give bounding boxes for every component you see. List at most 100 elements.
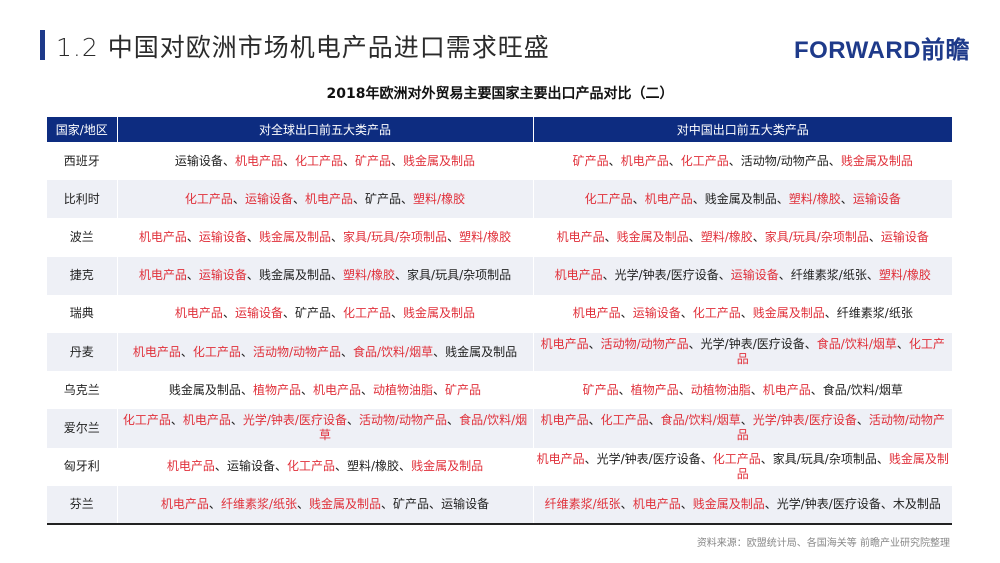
separator: 、 xyxy=(804,337,817,352)
country-cell: 比利时 xyxy=(47,180,118,219)
separator: 、 xyxy=(246,268,259,283)
china-products-cell: 矿产品、机电产品、化工产品、活动物/动物产品、贱金属及制品 xyxy=(533,142,952,180)
product-item: 贱金属及制品 xyxy=(168,382,241,397)
product-item: 机电产品 xyxy=(174,306,223,321)
separator: 、 xyxy=(602,268,615,283)
product-item: 纤维素浆/纸张 xyxy=(544,496,621,511)
separator: 、 xyxy=(588,413,601,428)
separator: 、 xyxy=(632,191,645,206)
separator: 、 xyxy=(240,344,253,359)
separator: 、 xyxy=(688,229,701,244)
separator: 、 xyxy=(222,306,235,321)
country-cell: 捷克 xyxy=(47,256,118,295)
product-item: 家具/玩具/杂项制品 xyxy=(772,451,877,466)
separator: 、 xyxy=(700,451,713,466)
separator: 、 xyxy=(330,268,343,283)
global-products-cell: 贱金属及制品、植物产品、机电产品、动植物油脂、矿产品 xyxy=(117,371,534,410)
table-row: 乌克兰 贱金属及制品、植物产品、机电产品、动植物油脂、矿产品 矿产品、植物产品、动植… xyxy=(47,371,952,410)
product-item: 化工产品 xyxy=(122,413,171,428)
separator: 、 xyxy=(230,413,243,428)
product-item: 机电产品 xyxy=(556,229,605,244)
country-cell: 芬兰 xyxy=(47,485,118,525)
product-item: 机电产品 xyxy=(304,191,353,206)
product-item: 机电产品 xyxy=(632,496,681,511)
product-item: 运输设备 xyxy=(198,268,247,283)
product-item: 塑料/橡胶 xyxy=(342,268,396,283)
product-item: 矿产品 xyxy=(365,191,402,206)
product-item: 贱金属及制品 xyxy=(692,496,765,511)
product-item: 化工产品 xyxy=(192,344,241,359)
product-item: 化工产品 xyxy=(680,153,729,168)
separator: 、 xyxy=(778,268,791,283)
china-products-cell: 纤维素浆/纸张、机电产品、贱金属及制品、光学/钟表/医疗设备、木及制品 xyxy=(533,485,952,525)
separator: 、 xyxy=(880,496,893,511)
china-products-cell: 机电产品、光学/钟表/医疗设备、运输设备、纤维素浆/纸张、塑料/橡胶 xyxy=(533,256,952,295)
separator: 、 xyxy=(810,382,823,397)
product-item: 机电产品 xyxy=(644,191,693,206)
product-item: 矿产品 xyxy=(294,306,331,321)
product-item: 化工产品 xyxy=(294,153,343,168)
separator: 、 xyxy=(868,229,881,244)
separator: 、 xyxy=(343,153,356,168)
table-row: 比利时 化工产品、运输设备、机电产品、矿产品、塑料/橡胶 化工产品、机电产品、贱金属… xyxy=(47,180,952,219)
product-item: 纤维素浆/纸张 xyxy=(836,306,913,321)
product-item: 运输设备 xyxy=(198,229,247,244)
product-item: 动植物油脂 xyxy=(373,382,434,397)
table-title: 2018年欧洲对外贸易主要国家主要出口产品对比（二） xyxy=(326,86,674,102)
product-item: 植物产品 xyxy=(630,382,679,397)
product-item: 化工产品 xyxy=(286,459,335,474)
separator: 、 xyxy=(330,229,343,244)
separator: 、 xyxy=(776,191,789,206)
product-item: 运输设备 xyxy=(730,268,779,283)
product-item: 家具/玩具/杂项制品 xyxy=(342,229,448,244)
product-item: 运输设备 xyxy=(234,306,283,321)
source-note: 资料来源：欧盟统计局、各国海关等 前瞻产业研究院整理 xyxy=(696,538,950,549)
table-row: 瑞典 机电产品、运输设备、矿产品、化工产品、贱金属及制品 机电产品、运输设备、化工产… xyxy=(47,294,952,333)
product-item: 贱金属及制品 xyxy=(403,306,476,321)
china-products-cell: 机电产品、贱金属及制品、塑料/橡胶、家具/玩具/杂项制品、运输设备 xyxy=(533,218,952,256)
column-header-global: 对全球出口前五大类产品 xyxy=(117,117,534,142)
separator: 、 xyxy=(828,153,841,168)
product-item: 食品/饮料/烟草 xyxy=(822,382,903,397)
separator: 、 xyxy=(340,344,353,359)
product-item: 机电产品 xyxy=(166,459,215,474)
separator: 、 xyxy=(740,413,753,428)
separator: 、 xyxy=(668,153,681,168)
product-item: 食品/饮料/烟草 xyxy=(318,413,528,443)
separator: 、 xyxy=(214,459,227,474)
product-item: 运输设备 xyxy=(174,153,223,168)
separator: 、 xyxy=(232,191,245,206)
country-cell: 乌克兰 xyxy=(47,371,118,410)
product-item: 贱金属及制品 xyxy=(736,451,949,481)
product-item: 运输设备 xyxy=(880,229,929,244)
country-cell: 匈牙利 xyxy=(47,447,118,486)
product-item: 贱金属及制品 xyxy=(752,306,825,321)
country-cell: 波兰 xyxy=(47,218,118,257)
product-item: 塑料/橡胶 xyxy=(413,191,466,206)
product-item: 机电产品 xyxy=(620,153,669,168)
column-header-country: 国家/地区 xyxy=(47,117,118,142)
separator: 、 xyxy=(429,496,442,511)
china-products-cell: 矿产品、植物产品、动植物油脂、机电产品、食品/饮料/烟草 xyxy=(533,371,952,409)
product-item: 动植物油脂 xyxy=(690,382,751,397)
product-item: 贱金属及制品 xyxy=(616,229,689,244)
table-row: 丹麦 机电产品、化工产品、活动物/动物产品、食品/饮料/烟草、贱金属及制品 机电产品… xyxy=(47,332,952,372)
country-cell: 爱尔兰 xyxy=(47,409,118,448)
product-item: 光学/钟表/医疗设备 xyxy=(242,413,347,428)
product-item: 塑料/橡胶 xyxy=(878,268,931,283)
product-item: 机电产品 xyxy=(762,382,811,397)
product-item: 机电产品 xyxy=(554,268,603,283)
product-item: 纤维素浆/纸张 xyxy=(220,496,297,511)
product-item: 活动物/动物产品 xyxy=(736,413,945,443)
product-item: 机电产品 xyxy=(160,496,209,511)
separator: 、 xyxy=(334,459,347,474)
product-item: 矿产品 xyxy=(572,153,609,168)
separator: 、 xyxy=(678,382,691,397)
forward-logo: FORWARD前瞻 xyxy=(793,37,970,64)
product-item: 木及制品 xyxy=(892,496,941,511)
separator: 、 xyxy=(331,306,344,321)
product-item: 光学/钟表/医疗设备 xyxy=(776,496,881,511)
product-item: 化工产品 xyxy=(584,191,633,206)
product-item: 机电产品 xyxy=(182,413,231,428)
separator: 、 xyxy=(395,268,408,283)
